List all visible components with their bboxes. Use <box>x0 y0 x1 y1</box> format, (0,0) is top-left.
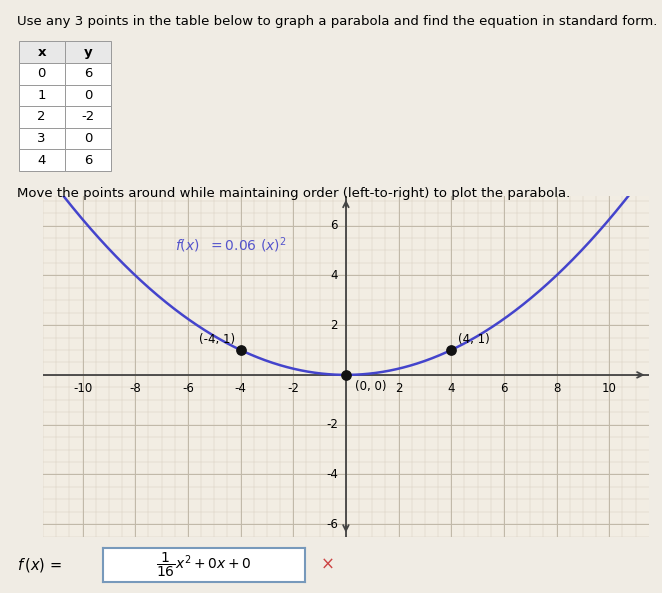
Text: 4: 4 <box>448 382 455 395</box>
Text: $\dfrac{1}{16}x^2+0x+0$: $\dfrac{1}{16}x^2+0x+0$ <box>156 551 252 579</box>
Text: ×: × <box>321 556 335 573</box>
Text: Use any 3 points in the table below to graph a parabola and find the equation in: Use any 3 points in the table below to g… <box>17 15 657 28</box>
Text: $f\,(x)\,=$: $f\,(x)\,=$ <box>17 556 62 573</box>
Point <box>446 345 457 355</box>
Text: Move the points around while maintaining order (left-to-right) to plot the parab: Move the points around while maintaining… <box>17 187 570 200</box>
Text: (4, 1): (4, 1) <box>458 333 490 346</box>
Text: 6: 6 <box>330 219 338 232</box>
Text: (-4, 1): (-4, 1) <box>199 333 235 346</box>
Text: 4: 4 <box>330 269 338 282</box>
Text: (0, 0): (0, 0) <box>355 380 387 393</box>
Text: 6: 6 <box>500 382 508 395</box>
Text: -10: -10 <box>73 382 92 395</box>
Text: -8: -8 <box>129 382 141 395</box>
Text: 10: 10 <box>602 382 617 395</box>
Text: -4: -4 <box>234 382 246 395</box>
Text: 2: 2 <box>330 318 338 331</box>
Text: -2: -2 <box>287 382 299 395</box>
Text: -4: -4 <box>326 468 338 481</box>
Text: 2: 2 <box>395 382 402 395</box>
Text: -2: -2 <box>326 418 338 431</box>
Text: $\mathit{f}(x)$  $= 0.06\ (x)^2$: $\mathit{f}(x)$ $= 0.06\ (x)^2$ <box>175 235 286 255</box>
Text: -6: -6 <box>182 382 194 395</box>
Text: -6: -6 <box>326 518 338 531</box>
Point <box>340 370 351 380</box>
Point <box>235 345 246 355</box>
Text: 8: 8 <box>553 382 560 395</box>
